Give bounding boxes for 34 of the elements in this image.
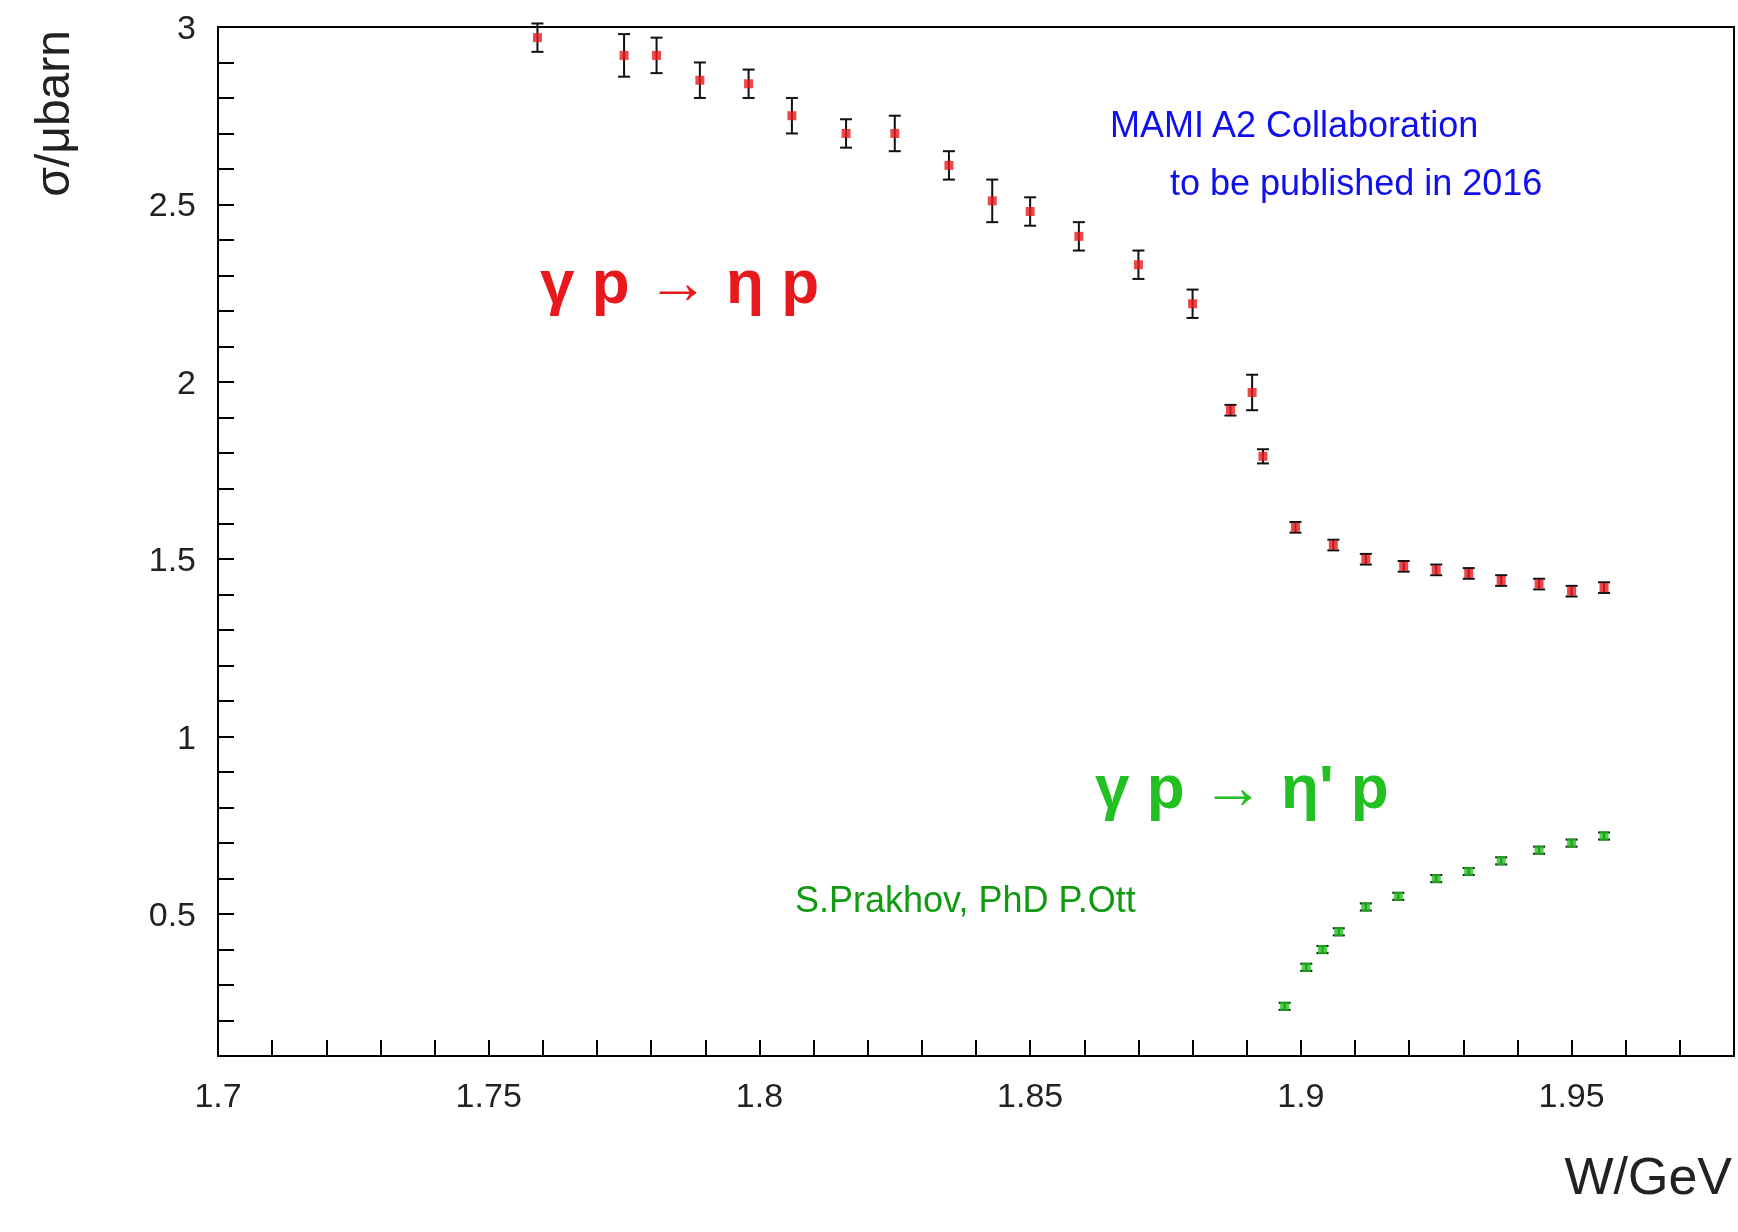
y-tick-label: 2 [177, 362, 196, 401]
point [1247, 387, 1257, 397]
x-tick-label: 1.75 [455, 1076, 522, 1114]
series-label: γ p → η p [540, 246, 819, 316]
y-axis-title: σ/μbarn [25, 30, 79, 197]
point [652, 50, 662, 60]
point [944, 160, 954, 170]
point [744, 79, 754, 89]
y-tick-label: 0.5 [148, 895, 196, 934]
point [1258, 451, 1268, 461]
point [1074, 231, 1084, 241]
x-tick-label: 1.9 [1277, 1076, 1325, 1114]
x-axis-title: W/GeV [1564, 1147, 1733, 1205]
point [841, 128, 851, 138]
y-tick-label: 3 [177, 8, 196, 46]
point [1025, 207, 1035, 217]
point [619, 50, 629, 60]
point [695, 75, 705, 85]
x-tick-label: 1.8 [735, 1076, 784, 1114]
annotation: S.Prakhov, PhD P.Ott [795, 878, 1136, 920]
x-tick-label: 1.95 [1538, 1076, 1605, 1114]
point [1188, 299, 1198, 309]
point [890, 128, 900, 138]
y-tick-label: 1.5 [148, 540, 196, 579]
point [1133, 260, 1143, 270]
point [987, 196, 997, 206]
point [787, 111, 797, 121]
y-tick-label: 1 [177, 717, 196, 756]
x-tick-label: 1.85 [997, 1076, 1064, 1114]
series-label: γ p → η' p [1095, 751, 1389, 821]
annotation: MAMI A2 Collaboration to be published in 2016 [1110, 103, 1543, 203]
point [532, 33, 542, 43]
x-tick-label: 1.7 [194, 1076, 242, 1114]
y-tick-label: 2.5 [148, 185, 196, 224]
